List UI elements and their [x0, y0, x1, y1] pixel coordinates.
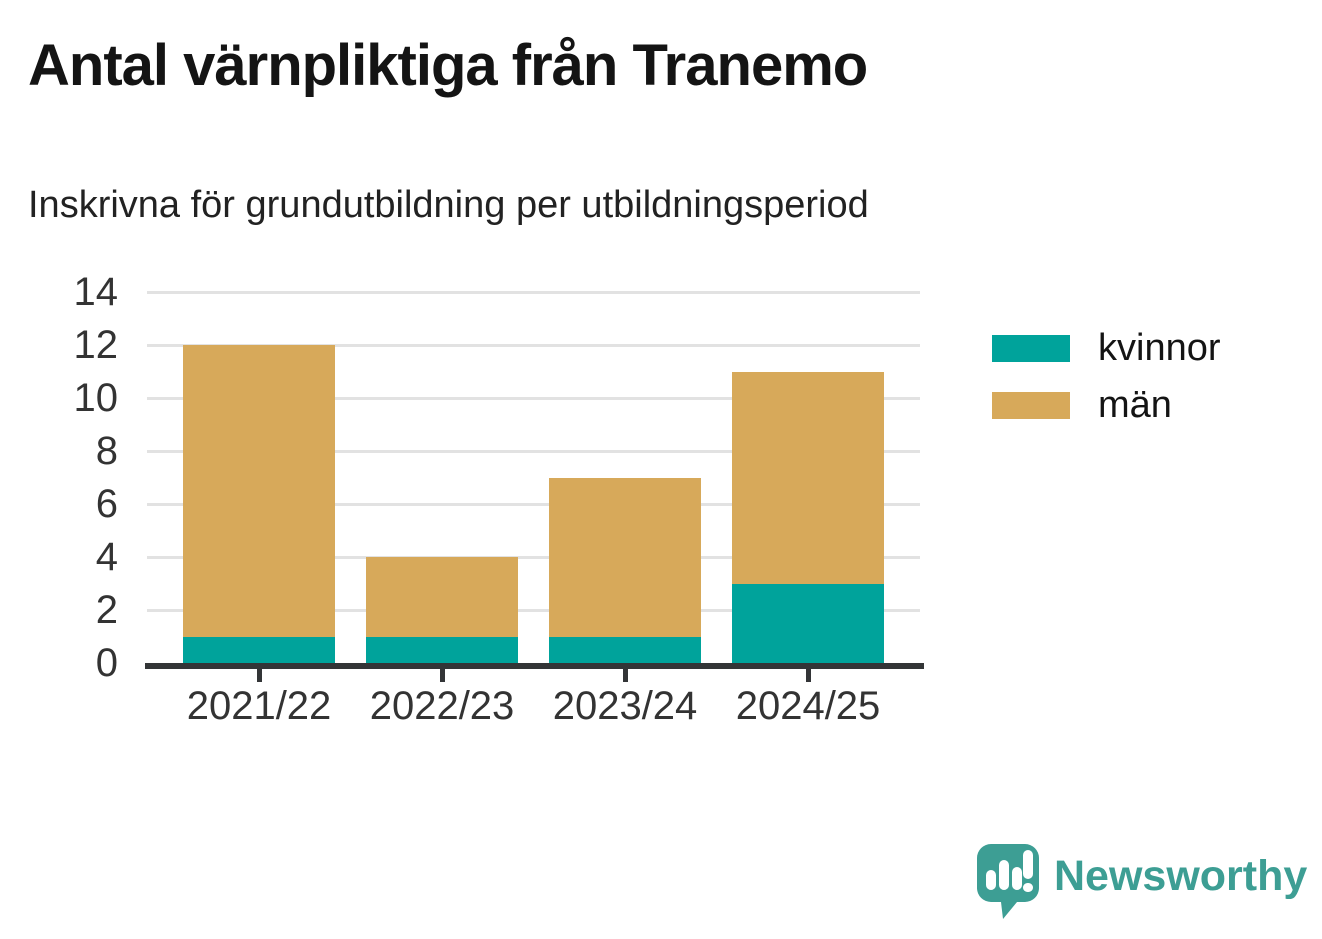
y-axis-label-4: 4 — [95, 535, 118, 579]
newsworthy-logo: Newsworthy — [977, 844, 1307, 924]
gridline-y2 — [147, 608, 920, 612]
legend-item-kvinnor: kvinnor — [992, 327, 1221, 369]
gridline-y14 — [147, 290, 920, 294]
x-axis-tick-2024/25 — [805, 669, 811, 682]
bar-män-2022/23 — [366, 557, 518, 637]
gridline-y4 — [147, 555, 920, 559]
y-axis-label-6: 6 — [95, 482, 118, 526]
bar-kvinnor-2024/25 — [732, 583, 884, 663]
legend-swatch-kvinnor — [992, 334, 1070, 362]
bar-kvinnor-2023/24 — [549, 636, 701, 663]
x-axis-tick-2021/22 — [256, 669, 262, 682]
y-axis-label-0: 0 — [95, 641, 118, 685]
legend-item-man: män — [992, 384, 1221, 426]
x-axis-label-2021/22: 2021/22 — [186, 684, 332, 728]
legend-label-man: män — [1098, 383, 1172, 426]
chart-subtitle: Inskrivna för grundutbildning per utbild… — [28, 184, 869, 226]
gridline-y8 — [147, 449, 920, 453]
x-axis-label-2022/23: 2022/23 — [369, 684, 515, 728]
newsworthy-logo-icon — [977, 844, 1039, 919]
legend-label-kvinnor: kvinnor — [1098, 326, 1221, 369]
newsworthy-logo-text: Newsworthy — [1054, 852, 1308, 900]
legend-swatch-man — [992, 391, 1070, 419]
gridline-y12 — [147, 343, 920, 347]
x-axis-tick-2022/23 — [439, 669, 445, 682]
y-axis-label-2: 2 — [95, 588, 118, 632]
x-axis-label-2023/24: 2023/24 — [552, 684, 698, 728]
bar-kvinnor-2022/23 — [366, 636, 518, 663]
bar-män-2024/25 — [732, 371, 884, 584]
y-axis-label-12: 12 — [73, 323, 119, 367]
bar-män-2021/22 — [183, 345, 335, 637]
x-axis-label-2024/25: 2024/25 — [735, 684, 881, 728]
bar-kvinnor-2021/22 — [183, 636, 335, 663]
y-axis-label-14: 14 — [73, 270, 119, 314]
bar-män-2023/24 — [549, 477, 701, 637]
chart-title: Antal värnpliktiga från Tranemo — [28, 33, 868, 98]
legend: kvinnor män — [992, 327, 1221, 448]
y-axis-label-8: 8 — [95, 429, 118, 473]
y-axis-label-10: 10 — [73, 376, 119, 420]
gridline-y10 — [147, 396, 920, 400]
x-axis-line — [145, 663, 924, 669]
gridline-y6 — [147, 502, 920, 506]
x-axis-tick-2023/24 — [622, 669, 628, 682]
